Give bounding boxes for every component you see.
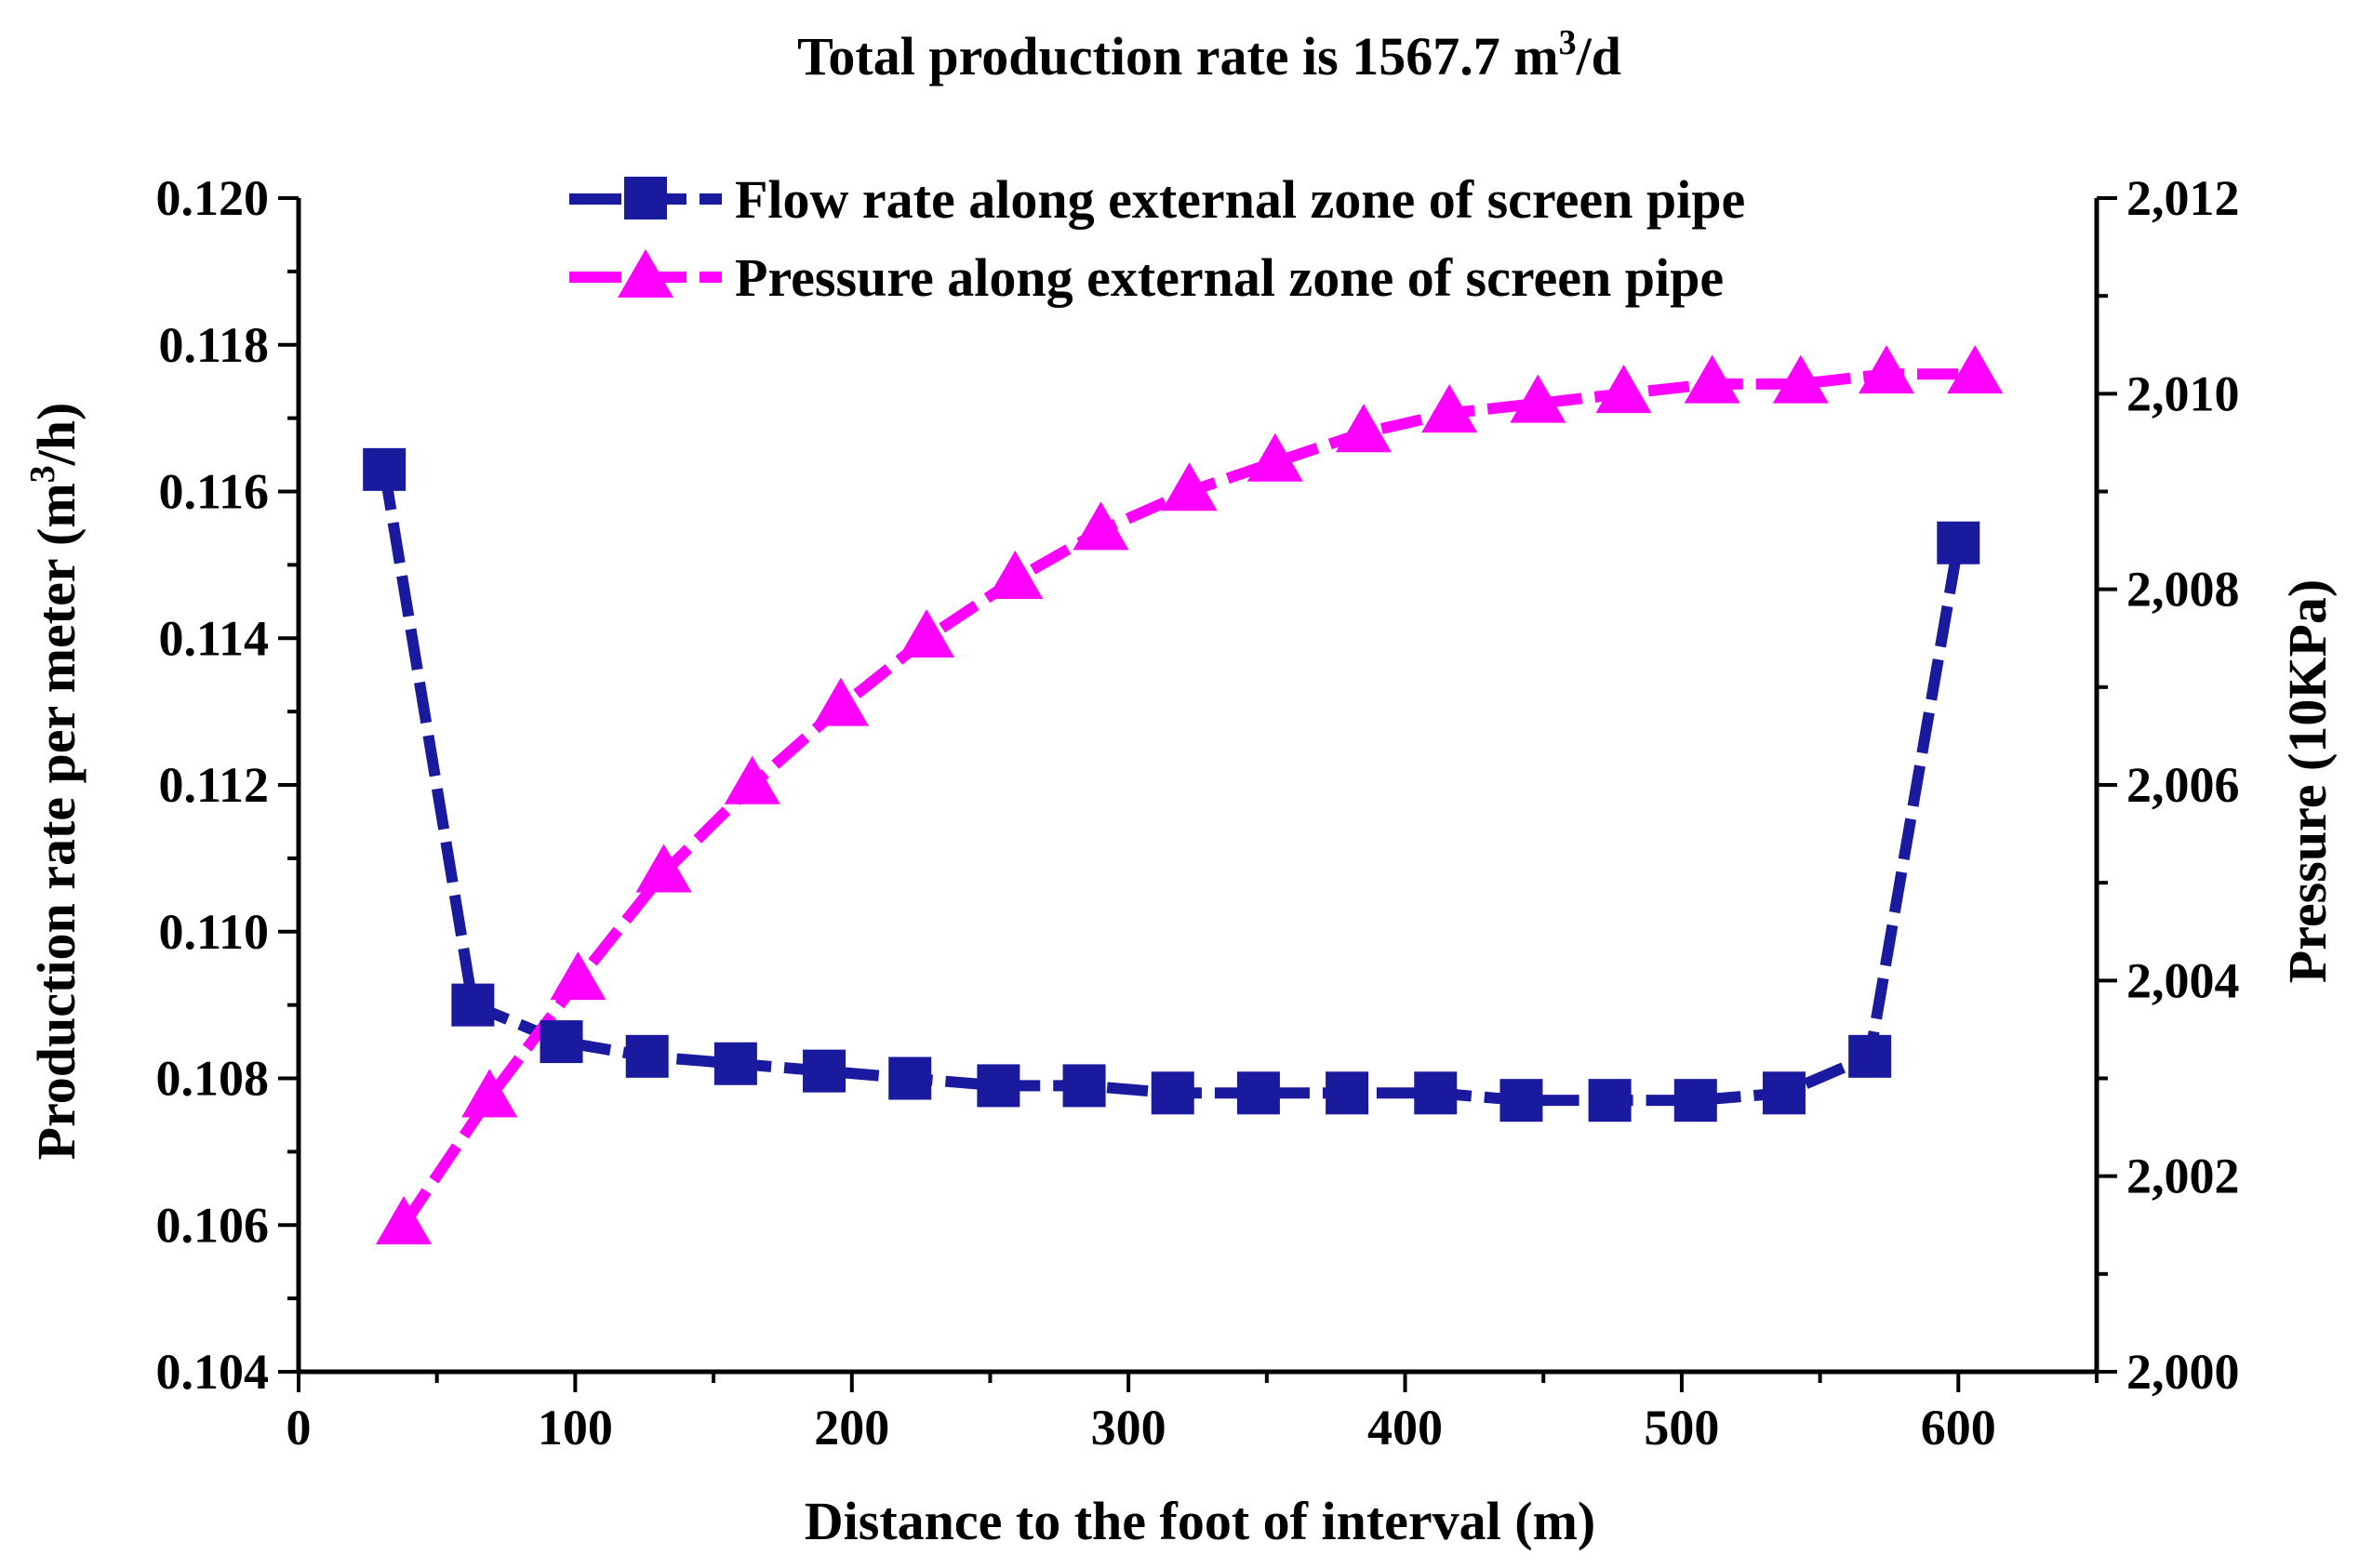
data-point-pressure — [1595, 365, 1652, 414]
data-point-pressure — [1421, 384, 1478, 433]
x-tick-label: 0 — [287, 1400, 312, 1455]
data-point-flow — [1062, 1064, 1106, 1108]
y-axis-left-title-main: Production rate per meter (m — [26, 483, 87, 1160]
y-right-tick-label: 2,000 — [2126, 1344, 2240, 1400]
axis-ticks: 0 100 200 300 400 500 600 0.104 0.106 0.108 0.110 0… — [156, 170, 2240, 1455]
x-tick-label: 200 — [814, 1400, 889, 1455]
data-point-flow — [363, 447, 406, 491]
data-point-flow — [451, 983, 495, 1027]
data-point-flow — [977, 1064, 1020, 1108]
data-point-flow — [1414, 1071, 1458, 1115]
legend-flow-label: Flow rate along external zone of screen … — [735, 169, 1745, 230]
data-point-flow — [803, 1049, 846, 1093]
x-tick-label: 400 — [1367, 1400, 1443, 1455]
data-point-flow — [540, 1020, 583, 1064]
y-right-tick-label: 2,008 — [2126, 562, 2240, 618]
y-right-tick-label: 2,012 — [2126, 170, 2240, 226]
data-point-flow — [1499, 1079, 1543, 1123]
data-point-flow — [1937, 521, 1980, 565]
chart-title-main: Total production rate is 1567.7 m — [797, 26, 1559, 86]
y-left-tick-label: 0.120 — [156, 170, 270, 226]
data-point-flow — [625, 1034, 669, 1078]
data-point-flow — [1762, 1071, 1806, 1115]
data-point-pressure — [1073, 501, 1129, 551]
data-point-pressure — [1335, 404, 1392, 453]
data-point-pressure — [635, 844, 692, 893]
x-axis-title: Distance to the foot of interval (m) — [805, 1491, 1595, 1551]
data-point-pressure — [1772, 354, 1829, 404]
data-point-pressure — [1947, 345, 2004, 394]
data-point-flow — [1326, 1071, 1369, 1115]
y-left-tick-label: 0.110 — [158, 904, 269, 960]
data-point-pressure — [724, 755, 780, 804]
chart-title: Total production rate is 1567.7 m3/d — [797, 23, 1621, 86]
legend: Flow rate along external zone of screen … — [569, 169, 1745, 308]
data-point-pressure — [812, 677, 869, 726]
y-left-tick-label: 0.108 — [156, 1051, 270, 1107]
series-markers — [363, 345, 2004, 1245]
data-point-pressure — [987, 550, 1044, 599]
legend-item-flow: Flow rate along external zone of screen … — [569, 169, 1745, 230]
y-right-tick-label: 2,010 — [2126, 365, 2240, 421]
legend-pressure-marker — [618, 249, 673, 298]
data-point-pressure — [899, 609, 955, 658]
legend-pressure-label: Pressure along external zone of screen p… — [735, 247, 1724, 308]
y-left-tick-label: 0.112 — [158, 757, 269, 813]
x-tick-label: 100 — [538, 1400, 613, 1455]
x-tick-label: 300 — [1091, 1400, 1166, 1455]
y-right-tick-label: 2,004 — [2126, 952, 2240, 1008]
chart-title-tail: /d — [1576, 26, 1621, 86]
data-point-flow — [713, 1042, 757, 1085]
y-right-tick-label: 2,006 — [2126, 757, 2240, 813]
data-point-pressure — [1510, 374, 1566, 423]
data-point-pressure — [1246, 432, 1303, 482]
data-point-pressure — [1684, 354, 1740, 404]
legend-flow-marker — [624, 177, 667, 219]
data-point-flow — [1588, 1079, 1632, 1123]
y-axis-left-title: Production rate per meter (m3/h) — [23, 403, 87, 1161]
series-line-flow — [379, 468, 1965, 1107]
y-left-tick-label: 0.118 — [158, 317, 269, 373]
legend-item-pressure: Pressure along external zone of screen p… — [569, 247, 1724, 308]
chart-title-sup: 3 — [1559, 23, 1577, 62]
x-tick-label: 600 — [1921, 1400, 1996, 1455]
data-point-pressure — [1161, 462, 1218, 512]
y-left-tick-label: 0.116 — [158, 464, 269, 520]
y-right-tick-label: 2,002 — [2126, 1149, 2240, 1204]
data-point-flow — [1673, 1079, 1717, 1123]
y-left-tick-label: 0.106 — [156, 1197, 270, 1253]
y-axis-right-title: Pressure (10KPa) — [2277, 579, 2338, 983]
data-point-pressure — [461, 1069, 518, 1118]
data-point-pressure — [376, 1196, 433, 1245]
data-point-flow — [888, 1056, 932, 1100]
data-point-flow — [1848, 1034, 1892, 1078]
y-axis-left-title-sup: 3 — [23, 465, 62, 483]
data-point-pressure — [550, 951, 606, 1001]
x-tick-label: 500 — [1644, 1400, 1719, 1455]
data-point-pressure — [1858, 345, 1914, 394]
y-axis-left-title-tail: /h) — [26, 403, 87, 467]
y-left-tick-label: 0.114 — [158, 610, 269, 666]
data-point-flow — [1151, 1071, 1194, 1115]
data-point-flow — [1236, 1071, 1280, 1115]
y-left-tick-label: 0.104 — [156, 1344, 270, 1400]
